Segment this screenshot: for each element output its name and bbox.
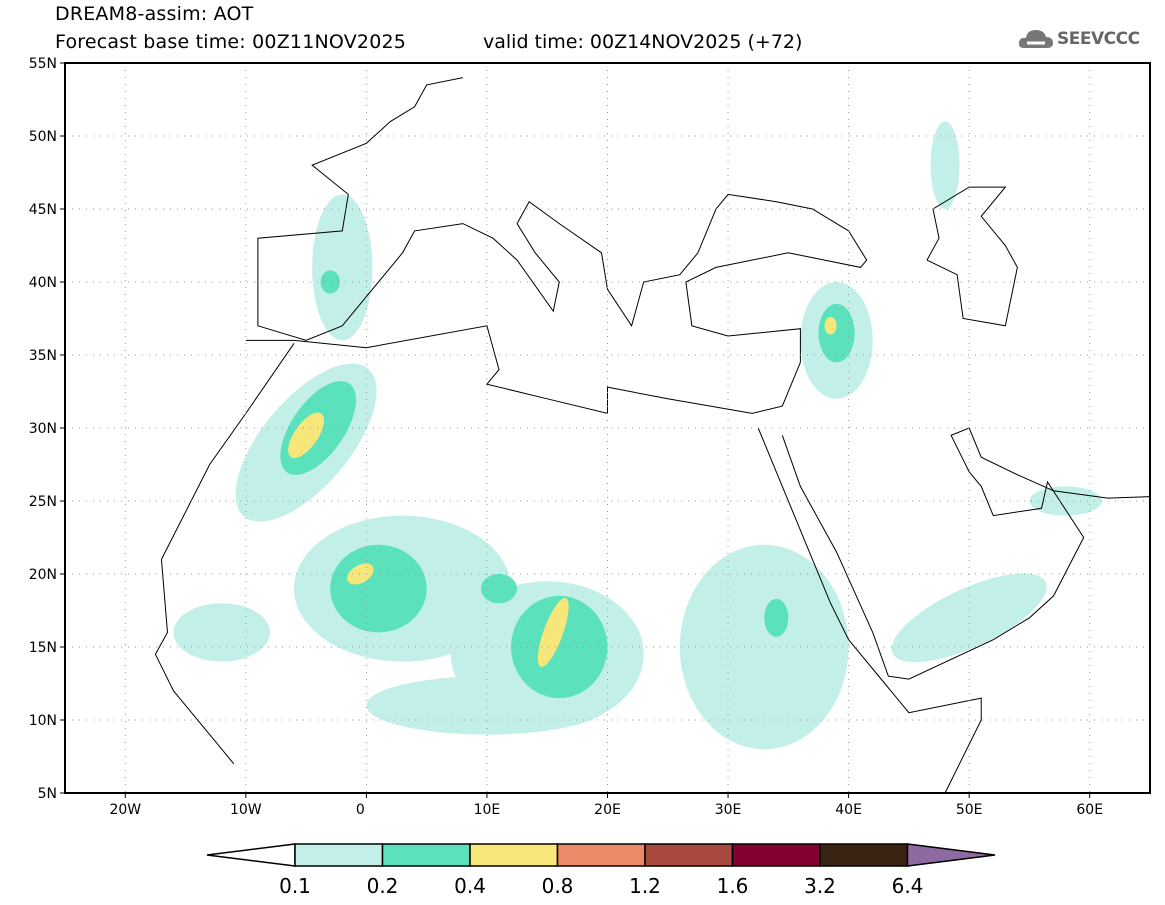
map-title: DREAM8-assim: AOT <box>55 3 254 25</box>
dust-plume <box>288 412 325 459</box>
colorbar-label: 1.2 <box>629 874 661 898</box>
colorbar-segment <box>644 843 734 867</box>
coastlines <box>154 77 1151 794</box>
colorbar-label: 0.1 <box>279 874 311 898</box>
lon-tick-label: 20E <box>594 802 621 818</box>
colorbar-segment <box>556 843 646 867</box>
colorbar-label: 6.4 <box>892 874 924 898</box>
colorbar-lower-extension <box>206 843 296 867</box>
coastline <box>757 427 982 794</box>
colorbar-segment <box>294 843 384 867</box>
dust-plume <box>764 598 789 637</box>
lon-tick-label: 50E <box>956 802 983 818</box>
lon-tick-label: 0 <box>356 802 365 818</box>
lat-tick-label: 30N <box>29 421 57 437</box>
lat-tick-label: 5N <box>38 786 57 802</box>
colorbar-label: 0.4 <box>454 874 486 898</box>
logo-text: SEEVCCC <box>1057 29 1140 49</box>
lat-tick-label: 10N <box>29 713 57 729</box>
lat-tick-label: 50N <box>29 129 57 145</box>
dust-plume <box>173 603 270 662</box>
dust-plume <box>480 574 518 604</box>
colorbar-segment <box>731 843 821 867</box>
lat-tick-label: 40N <box>29 275 57 291</box>
colorbar-label: 3.2 <box>804 874 836 898</box>
dust-plumes <box>173 121 1102 750</box>
colorbar-segment <box>381 843 471 867</box>
colorbar-label: 1.6 <box>717 874 749 898</box>
lon-tick-label: 30E <box>715 802 742 818</box>
seevccc-logo: SEEVCCC <box>1018 26 1140 52</box>
dust-plume <box>930 121 960 209</box>
dust-plume <box>537 597 569 667</box>
dust-plume <box>679 544 849 750</box>
dust-plume <box>891 573 1047 663</box>
colorbar-label: 0.2 <box>367 874 399 898</box>
lat-tick-label: 55N <box>29 56 57 72</box>
lat-tick-label: 20N <box>29 567 57 583</box>
lat-tick-label: 35N <box>29 348 57 364</box>
coastline <box>781 427 1151 680</box>
colorbar-segment <box>819 843 909 867</box>
dust-plume <box>320 270 340 294</box>
cloud-icon <box>1018 30 1053 48</box>
dust-plume <box>818 303 855 363</box>
lon-tick-label: 10E <box>474 802 501 818</box>
colorbar: 0.1 0.2 0.4 0.8 1.2 1.6 3.2 6.4 <box>206 843 996 898</box>
colorbar-upper-extension <box>906 843 996 867</box>
dust-plume <box>824 317 837 335</box>
lat-tick-label: 25N <box>29 494 57 510</box>
gridlines <box>65 63 1150 793</box>
lon-tick-label: 20W <box>109 802 141 818</box>
dust-plume <box>312 194 373 341</box>
lon-tick-label: 60E <box>1076 802 1103 818</box>
lat-tick-label: 45N <box>29 202 57 218</box>
colorbar-segment <box>469 843 559 867</box>
lon-tick-label: 40E <box>835 802 862 818</box>
dust-plume <box>347 563 374 585</box>
colorbar-label: 0.8 <box>542 874 574 898</box>
coastline <box>245 77 868 415</box>
coastline <box>926 186 1018 327</box>
dust-plume <box>1029 486 1102 516</box>
lon-tick-label: 10W <box>230 802 262 818</box>
lat-tick-label: 15N <box>29 640 57 656</box>
coastline <box>154 343 295 765</box>
valid-time: valid time: 00Z14NOV2025 (+72) <box>483 31 803 53</box>
forecast-base-time: Forecast base time: 00Z11NOV2025 <box>55 31 407 53</box>
dust-plume <box>330 544 427 633</box>
dust-plume <box>511 595 608 699</box>
